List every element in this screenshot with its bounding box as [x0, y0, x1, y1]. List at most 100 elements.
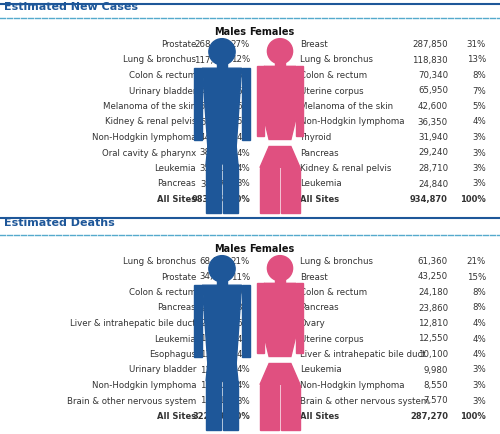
- Text: 28,710: 28,710: [418, 164, 448, 173]
- Text: Colon & rectum: Colon & rectum: [129, 71, 196, 80]
- Polygon shape: [281, 385, 300, 430]
- Text: 3%: 3%: [236, 180, 250, 188]
- Text: 4%: 4%: [236, 381, 250, 390]
- Text: Estimated Deaths: Estimated Deaths: [4, 218, 115, 228]
- Text: 11,700: 11,700: [200, 381, 230, 390]
- Text: Brain & other nervous system: Brain & other nervous system: [67, 397, 196, 405]
- Text: 61,360: 61,360: [418, 257, 448, 266]
- Text: 23,860: 23,860: [418, 303, 448, 312]
- Polygon shape: [206, 364, 238, 381]
- Text: Melanoma of the skin: Melanoma of the skin: [103, 102, 196, 111]
- Text: 34,500: 34,500: [200, 273, 230, 282]
- Text: 4%: 4%: [236, 148, 250, 158]
- Text: 44,120: 44,120: [200, 133, 230, 142]
- Text: 32,970: 32,970: [200, 180, 230, 188]
- Text: Uterine corpus: Uterine corpus: [300, 86, 364, 95]
- Text: 29,240: 29,240: [418, 148, 448, 158]
- Text: Lung & bronchus: Lung & bronchus: [300, 56, 373, 65]
- Polygon shape: [260, 364, 300, 385]
- Text: 12,550: 12,550: [418, 335, 448, 343]
- Polygon shape: [242, 68, 250, 139]
- Circle shape: [268, 39, 292, 64]
- Text: Non-Hodgkin lymphoma: Non-Hodgkin lymphoma: [92, 133, 196, 142]
- Text: Breast: Breast: [300, 273, 328, 282]
- Polygon shape: [194, 68, 202, 139]
- Text: 35,810: 35,810: [200, 164, 230, 173]
- Text: 5%: 5%: [236, 118, 250, 126]
- Polygon shape: [296, 283, 303, 353]
- Polygon shape: [206, 164, 220, 213]
- Text: Pancreas: Pancreas: [300, 148, 339, 158]
- Text: 287,850: 287,850: [412, 40, 448, 49]
- Text: 5%: 5%: [472, 102, 486, 111]
- Polygon shape: [216, 280, 228, 285]
- Text: Urinary bladder: Urinary bladder: [128, 86, 196, 95]
- Text: Non-Hodgkin lymphoma: Non-Hodgkin lymphoma: [300, 118, 405, 126]
- Text: 4%: 4%: [236, 164, 250, 173]
- Text: 3%: 3%: [472, 397, 486, 405]
- Text: 322,090: 322,090: [192, 412, 230, 421]
- Text: 8%: 8%: [236, 303, 250, 312]
- Text: All Sites: All Sites: [157, 412, 196, 421]
- Text: Leukemia: Leukemia: [154, 164, 196, 173]
- Text: 28,400: 28,400: [200, 288, 230, 297]
- Text: 268,490: 268,490: [194, 40, 230, 49]
- Polygon shape: [281, 168, 300, 213]
- Polygon shape: [264, 283, 296, 334]
- Polygon shape: [257, 283, 264, 353]
- Polygon shape: [242, 285, 250, 356]
- Text: All Sites: All Sites: [300, 412, 339, 421]
- Text: 10,100: 10,100: [418, 350, 448, 359]
- Text: 42,600: 42,600: [418, 102, 448, 111]
- Polygon shape: [264, 334, 296, 356]
- Text: 9,980: 9,980: [424, 365, 448, 375]
- Polygon shape: [224, 381, 238, 430]
- Text: Colon & rectum: Colon & rectum: [300, 288, 367, 297]
- Polygon shape: [276, 62, 284, 66]
- Text: 13,250: 13,250: [200, 350, 230, 359]
- Text: Urinary bladder: Urinary bladder: [128, 365, 196, 375]
- Text: Colon & rectum: Colon & rectum: [129, 288, 196, 297]
- Text: 50,290: 50,290: [200, 118, 230, 126]
- Polygon shape: [296, 66, 303, 136]
- Text: Uterine corpus: Uterine corpus: [300, 335, 364, 343]
- Text: 3%: 3%: [472, 148, 486, 158]
- Text: 24,180: 24,180: [418, 288, 448, 297]
- Circle shape: [268, 256, 292, 281]
- Text: Lung & bronchus: Lung & bronchus: [123, 56, 196, 65]
- Text: 8%: 8%: [472, 303, 486, 312]
- Text: Leukemia: Leukemia: [154, 335, 196, 343]
- Text: 12,120: 12,120: [200, 365, 230, 375]
- Text: Lung & bronchus: Lung & bronchus: [300, 257, 373, 266]
- Text: 4%: 4%: [236, 335, 250, 343]
- Circle shape: [209, 256, 235, 282]
- Text: 38,700: 38,700: [200, 148, 230, 158]
- Text: 6%: 6%: [236, 102, 250, 111]
- Text: 934,870: 934,870: [410, 195, 448, 204]
- Text: 14,020: 14,020: [200, 335, 230, 343]
- Text: Thyroid: Thyroid: [300, 133, 332, 142]
- Text: 80,690: 80,690: [200, 71, 230, 80]
- Text: 117,910: 117,910: [194, 56, 230, 65]
- Text: Leukemia: Leukemia: [300, 180, 342, 188]
- Text: 6%: 6%: [236, 86, 250, 95]
- Text: Females: Females: [250, 244, 294, 254]
- Text: 100%: 100%: [224, 195, 250, 204]
- Text: Pancreas: Pancreas: [300, 303, 339, 312]
- Text: 4%: 4%: [472, 350, 486, 359]
- Text: 118,830: 118,830: [412, 56, 448, 65]
- Text: 6%: 6%: [236, 319, 250, 328]
- Text: Leukemia: Leukemia: [300, 365, 342, 375]
- Polygon shape: [216, 63, 228, 68]
- Polygon shape: [264, 117, 296, 139]
- Text: Kidney & renal pelvis: Kidney & renal pelvis: [300, 164, 392, 173]
- Text: 15%: 15%: [467, 273, 486, 282]
- Polygon shape: [206, 381, 220, 430]
- Text: Non-Hodgkin lymphoma: Non-Hodgkin lymphoma: [92, 381, 196, 390]
- Text: 8%: 8%: [236, 71, 250, 80]
- Text: 8%: 8%: [472, 288, 486, 297]
- Polygon shape: [206, 147, 238, 164]
- Polygon shape: [260, 147, 300, 168]
- Text: 4%: 4%: [472, 335, 486, 343]
- Text: 4%: 4%: [472, 118, 486, 126]
